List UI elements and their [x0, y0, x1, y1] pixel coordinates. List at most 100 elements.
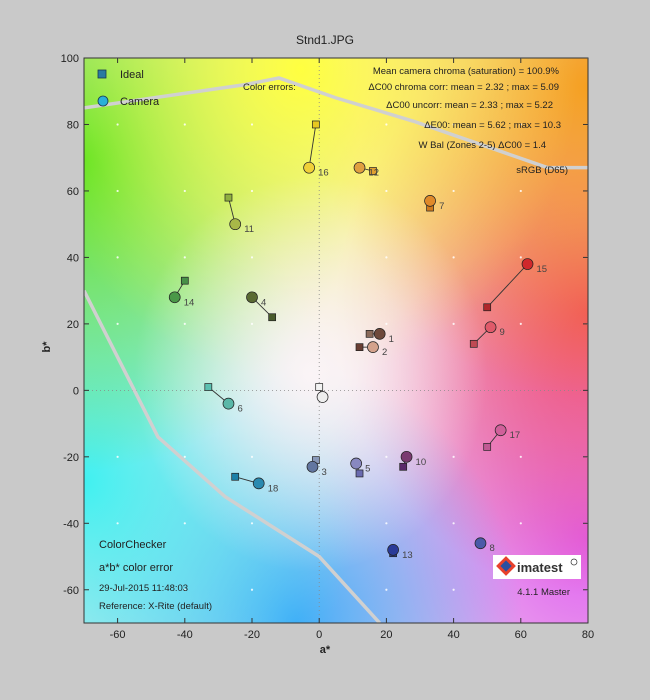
patch-label: 13	[402, 550, 413, 561]
patch-9: 9	[469, 321, 505, 348]
grid-dot	[385, 455, 388, 458]
ideal-marker	[483, 303, 492, 312]
patch-18: 18	[231, 472, 278, 494]
grid-dot	[116, 588, 119, 591]
grid-dot	[116, 123, 119, 126]
grid-dot	[183, 256, 186, 259]
camera-marker	[387, 544, 399, 556]
x-tick-label: 60	[515, 629, 527, 641]
ideal-marker	[315, 383, 324, 391]
grid-dot	[250, 256, 254, 259]
legend-ideal-label: Ideal	[120, 69, 144, 81]
grid-dot	[116, 256, 119, 259]
camera-marker	[306, 460, 319, 473]
registered-icon	[570, 558, 578, 566]
color-errors-label: Color errors:	[243, 82, 296, 93]
error-vector	[486, 263, 528, 308]
patch-4: 4	[246, 291, 277, 322]
patch-label: 10	[416, 457, 427, 468]
ideal-marker	[231, 472, 240, 481]
grid-dot	[452, 322, 455, 325]
grid-dot	[519, 189, 522, 193]
legend-camera-label: Camera	[120, 96, 160, 108]
camera-marker	[373, 328, 386, 340]
patch-16: 16	[303, 120, 329, 179]
patch-3: 3	[306, 456, 327, 478]
patch-5: 5	[350, 457, 370, 478]
x-tick-label: -20	[244, 629, 260, 641]
legend-ideal-swatch	[97, 69, 107, 79]
chart-title: Stnd1.JPG	[295, 33, 355, 47]
grid-dot	[452, 522, 455, 525]
camera-marker	[494, 424, 507, 437]
x-tick-label: 80	[582, 629, 594, 641]
grid-dot	[183, 588, 186, 591]
grid-dot	[116, 322, 119, 325]
patch-label: 7	[439, 201, 444, 212]
ideal-marker	[365, 330, 374, 338]
patch-label: 11	[244, 224, 254, 235]
x-tick-label: 0	[316, 629, 322, 641]
ideal-marker	[355, 343, 364, 351]
patch-label: 16	[318, 168, 329, 179]
srgb-gamut-boundary	[84, 76, 588, 623]
y-tick-label: 60	[67, 186, 79, 198]
grid-dot	[452, 256, 455, 259]
grid-dot	[250, 455, 254, 458]
patch-17: 17	[483, 424, 521, 451]
grid-dot	[452, 588, 455, 591]
x-tick-label: -40	[177, 629, 193, 641]
legend: Ideal Camera	[97, 69, 160, 108]
ideal-marker	[399, 462, 408, 471]
grid-dot	[183, 322, 186, 325]
camera-marker	[168, 291, 181, 304]
ideal-marker	[483, 443, 492, 451]
x-tick-label: 40	[447, 629, 459, 641]
chart-footer: ColorChecker a*b* color error 29-Jul-201…	[99, 539, 581, 612]
error-vector	[308, 124, 317, 168]
axis-ticks: -60 -40 -20 0 20 40 60 80 -60 -40 -20 0 20 40 60 80 100	[61, 53, 594, 641]
grid-dot	[385, 522, 388, 525]
grid-dot	[250, 588, 254, 591]
grid-dot	[519, 123, 522, 126]
x-axis-label: a*	[319, 644, 331, 656]
camera-marker	[350, 457, 363, 470]
patch-label: 3	[321, 467, 326, 478]
brand-text: imatest	[517, 560, 563, 575]
grid-dot	[519, 588, 522, 591]
patch-label: 5	[365, 463, 370, 474]
camera-marker	[484, 321, 497, 334]
reference-text: Reference: X-Rite (default)	[99, 601, 212, 612]
patch-12: 12	[353, 161, 379, 179]
y-tick-label: 100	[61, 53, 79, 65]
patch-11: 11	[224, 193, 254, 235]
camera-marker	[246, 291, 258, 304]
delta-c-corr-text: ΔC00 chroma corr: mean = 2.32 ; max = 5.…	[368, 82, 559, 93]
grid-dot	[519, 256, 522, 259]
grid-dot	[519, 455, 522, 458]
grid-dot	[250, 123, 254, 126]
patch-label: 2	[382, 347, 387, 358]
camera-marker	[353, 161, 366, 174]
grid-dot	[385, 588, 388, 591]
camera-marker	[229, 218, 242, 231]
y-tick-label: 40	[67, 252, 79, 264]
ideal-marker	[355, 469, 364, 478]
y-tick-label: 0	[73, 385, 79, 397]
error-type-text: a*b* color error	[99, 562, 173, 574]
patch-label: 17	[510, 430, 521, 441]
camera-marker	[424, 195, 436, 207]
camera-marker	[474, 537, 487, 550]
grid-dot	[183, 189, 186, 193]
grid-dot	[116, 522, 119, 525]
colorspace-text: sRGB (D65)	[516, 165, 568, 176]
grid-dot	[385, 189, 388, 193]
grid-dot	[250, 189, 254, 193]
patch-8: 8	[474, 537, 495, 554]
y-tick-label: -40	[63, 518, 79, 530]
ideal-marker	[268, 313, 277, 322]
grid-dot	[385, 256, 388, 259]
grid-dot	[452, 123, 455, 126]
y-tick-label: 80	[67, 119, 79, 131]
